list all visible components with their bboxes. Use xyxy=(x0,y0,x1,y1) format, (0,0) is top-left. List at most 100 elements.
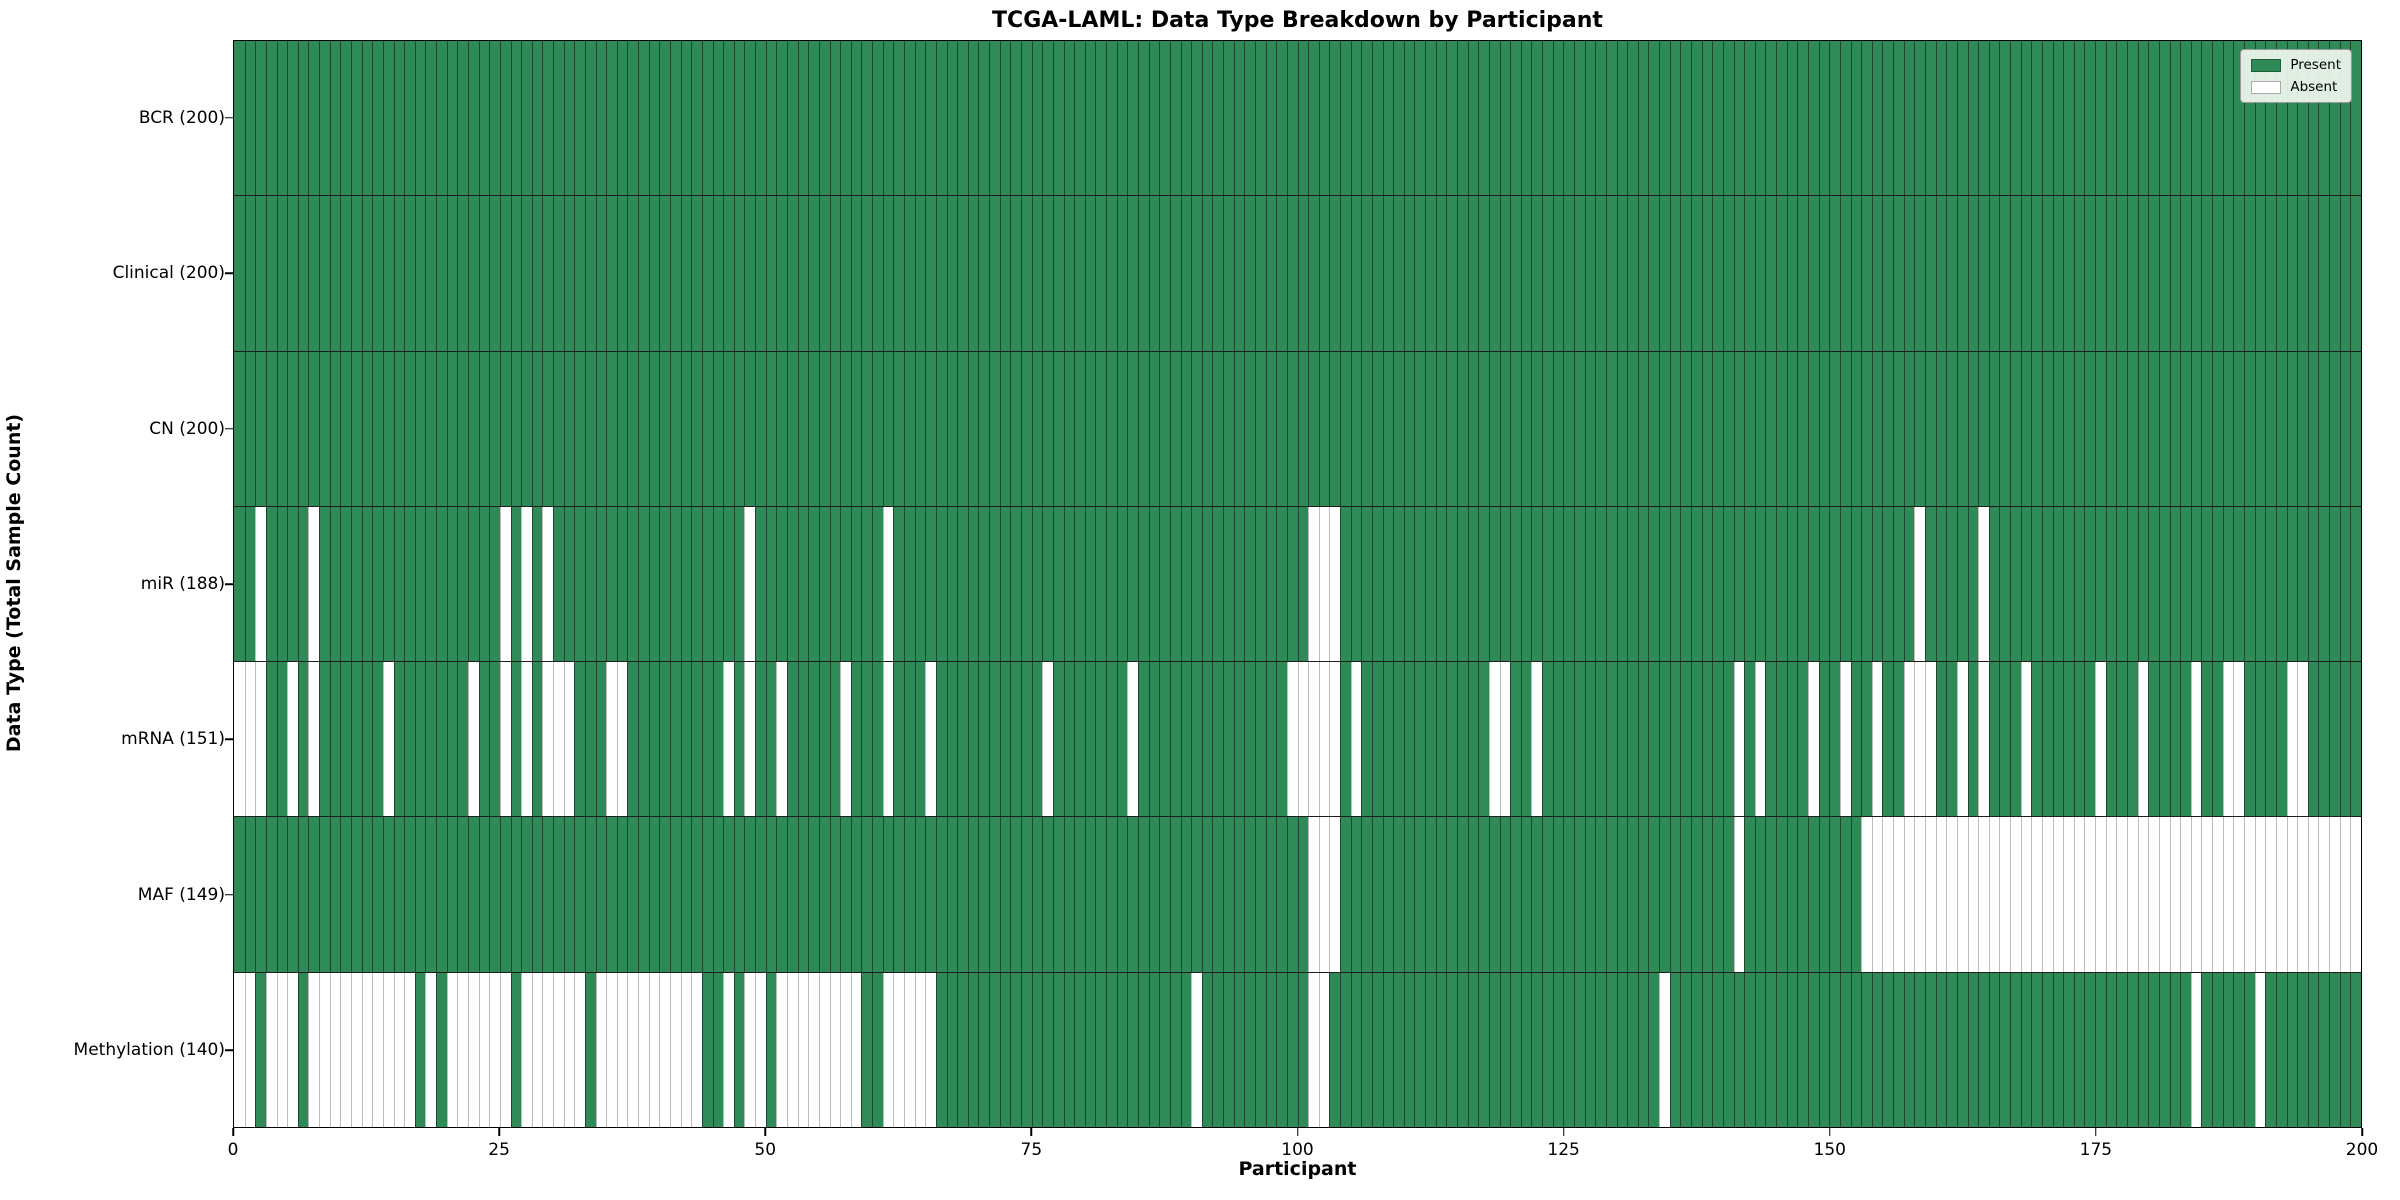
present-cell xyxy=(1584,972,1596,1127)
present-cell xyxy=(818,662,830,817)
present-cell xyxy=(1552,351,1564,506)
absent-cell xyxy=(2254,972,2266,1127)
present-cell xyxy=(818,351,830,506)
present-cell xyxy=(776,41,788,196)
present-cell xyxy=(1180,351,1192,506)
present-cell xyxy=(1616,972,1628,1127)
present-cell xyxy=(1159,662,1170,817)
present-cell xyxy=(829,817,841,972)
absent-cell xyxy=(1903,662,1915,817)
present-cell xyxy=(1776,506,1787,662)
present-cell xyxy=(382,41,394,196)
present-cell xyxy=(1946,196,1957,351)
present-cell xyxy=(574,196,585,351)
present-cell xyxy=(308,817,320,972)
y-tick-mark xyxy=(225,116,233,119)
present-cell xyxy=(1552,196,1564,351)
present-cell xyxy=(2127,351,2138,506)
present-cell xyxy=(840,351,851,506)
present-cell xyxy=(1159,351,1170,506)
y-tick-label-miR: miR (188) xyxy=(140,574,225,594)
present-cell xyxy=(1031,351,1043,506)
present-cell xyxy=(2212,662,2223,817)
present-cell xyxy=(2031,41,2042,196)
present-cell xyxy=(1574,506,1585,662)
present-cell xyxy=(1595,662,1606,817)
absent-cell xyxy=(1318,662,1330,817)
present-cell xyxy=(1563,972,1574,1127)
present-cell xyxy=(2127,196,2138,351)
present-cell xyxy=(1063,817,1075,972)
present-cell xyxy=(1818,506,1830,662)
present-cell xyxy=(457,41,468,196)
present-cell xyxy=(2031,506,2042,662)
present-cell xyxy=(414,817,426,972)
present-cell xyxy=(1903,196,1915,351)
present-cell xyxy=(850,662,862,817)
present-cell xyxy=(1063,972,1075,1127)
present-cell xyxy=(1988,196,2000,351)
present-cell xyxy=(1914,972,1925,1127)
present-cell xyxy=(999,41,1011,196)
present-cell xyxy=(1967,506,1979,662)
present-cell xyxy=(521,351,532,506)
present-cell xyxy=(2137,972,2149,1127)
absent-cell xyxy=(829,972,841,1127)
present-cell xyxy=(1425,817,1436,972)
present-cell xyxy=(1722,972,1734,1127)
present-cell xyxy=(904,817,915,972)
absent-cell xyxy=(361,972,373,1127)
present-cell xyxy=(2052,41,2064,196)
present-cell xyxy=(1042,817,1053,972)
present-cell xyxy=(393,41,405,196)
present-cell xyxy=(1542,506,1553,662)
present-cell xyxy=(1159,972,1170,1127)
present-cell xyxy=(1137,41,1149,196)
heatmap-row-MAF xyxy=(234,816,2361,972)
present-cell xyxy=(1839,196,1851,351)
present-cell xyxy=(2095,506,2106,662)
present-cell xyxy=(1733,196,1745,351)
present-cell xyxy=(680,351,692,506)
present-cell xyxy=(1584,506,1596,662)
present-cell xyxy=(1052,817,1064,972)
present-cell xyxy=(350,41,362,196)
present-cell xyxy=(521,41,532,196)
present-cell xyxy=(297,41,309,196)
present-cell xyxy=(1552,662,1564,817)
present-cell xyxy=(1116,506,1128,662)
present-cell xyxy=(1797,351,1808,506)
present-cell xyxy=(1967,972,1979,1127)
present-cell xyxy=(638,41,649,196)
present-cell xyxy=(2329,972,2340,1127)
present-cell xyxy=(1829,351,1840,506)
present-cell xyxy=(563,41,575,196)
present-cell xyxy=(595,662,607,817)
present-cell xyxy=(701,196,713,351)
legend-absent-label: Absent xyxy=(2290,79,2338,95)
x-tick-label-100: 100 xyxy=(1281,1140,1314,1160)
present-cell xyxy=(1659,351,1670,506)
present-cell xyxy=(1286,972,1298,1127)
present-cell xyxy=(1914,41,1925,196)
present-cell xyxy=(1563,351,1574,506)
absent-cell xyxy=(2158,817,2170,972)
present-cell xyxy=(2095,196,2106,351)
present-cell xyxy=(957,196,968,351)
present-cell xyxy=(818,196,830,351)
absent-cell xyxy=(574,972,585,1127)
present-cell xyxy=(1457,662,1468,817)
absent-cell xyxy=(755,972,766,1127)
absent-cell xyxy=(2318,817,2330,972)
present-cell xyxy=(978,506,990,662)
present-cell xyxy=(712,41,724,196)
present-cell xyxy=(1616,662,1628,817)
present-cell xyxy=(1520,972,1532,1127)
present-cell xyxy=(2084,972,2096,1127)
present-cell xyxy=(1329,196,1341,351)
present-cell xyxy=(1435,351,1447,506)
present-cell xyxy=(1701,41,1713,196)
present-cell xyxy=(1903,972,1915,1127)
present-cell xyxy=(1137,351,1149,506)
present-cell xyxy=(1999,351,2011,506)
